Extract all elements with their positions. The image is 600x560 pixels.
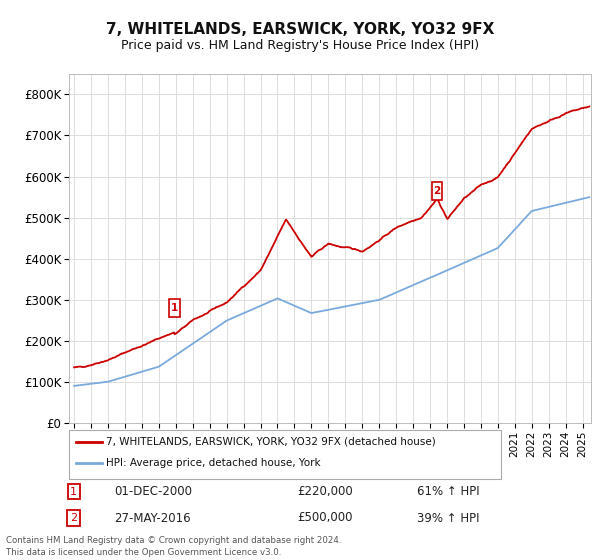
Text: 2: 2 xyxy=(433,186,441,196)
Text: 27-MAY-2016: 27-MAY-2016 xyxy=(114,511,191,525)
Text: 7, WHITELANDS, EARSWICK, YORK, YO32 9FX (detached house): 7, WHITELANDS, EARSWICK, YORK, YO32 9FX … xyxy=(106,437,436,447)
Text: £220,000: £220,000 xyxy=(297,485,353,498)
Text: 61% ↑ HPI: 61% ↑ HPI xyxy=(417,485,479,498)
Text: Contains HM Land Registry data © Crown copyright and database right 2024.
This d: Contains HM Land Registry data © Crown c… xyxy=(6,536,341,557)
Text: 1: 1 xyxy=(70,487,77,497)
Text: Price paid vs. HM Land Registry's House Price Index (HPI): Price paid vs. HM Land Registry's House … xyxy=(121,39,479,52)
Text: £500,000: £500,000 xyxy=(297,511,353,525)
Text: 7, WHITELANDS, EARSWICK, YORK, YO32 9FX: 7, WHITELANDS, EARSWICK, YORK, YO32 9FX xyxy=(106,22,494,38)
Text: 1: 1 xyxy=(171,303,178,313)
FancyBboxPatch shape xyxy=(432,182,442,200)
FancyBboxPatch shape xyxy=(169,299,179,317)
Text: 39% ↑ HPI: 39% ↑ HPI xyxy=(417,511,479,525)
Text: HPI: Average price, detached house, York: HPI: Average price, detached house, York xyxy=(106,458,321,468)
Text: 2: 2 xyxy=(70,513,77,523)
Text: 01-DEC-2000: 01-DEC-2000 xyxy=(114,485,192,498)
